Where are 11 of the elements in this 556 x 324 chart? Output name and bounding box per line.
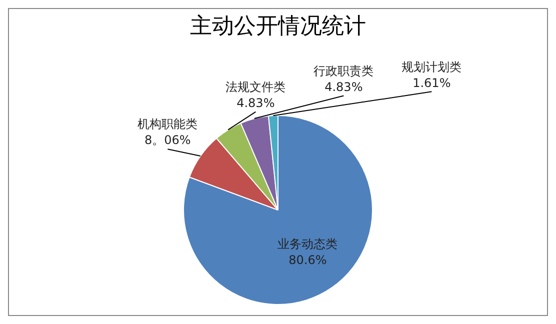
slice-label: 机构职能类: [138, 117, 198, 132]
slice-label: 业务动态类: [278, 236, 338, 251]
data-label: 1.61%: [412, 76, 451, 90]
data-label: 80.6%: [288, 252, 327, 267]
slice-label: 规划计划类: [402, 60, 462, 74]
data-label: 4.83%: [236, 96, 275, 110]
slice-label: 法规文件类: [226, 80, 286, 94]
data-label: 4.83%: [324, 80, 363, 94]
slice-label: 行政职责类: [314, 64, 374, 78]
chart-title: 主动公开情况统计: [189, 13, 367, 41]
data-label: 8。06%: [144, 133, 191, 148]
